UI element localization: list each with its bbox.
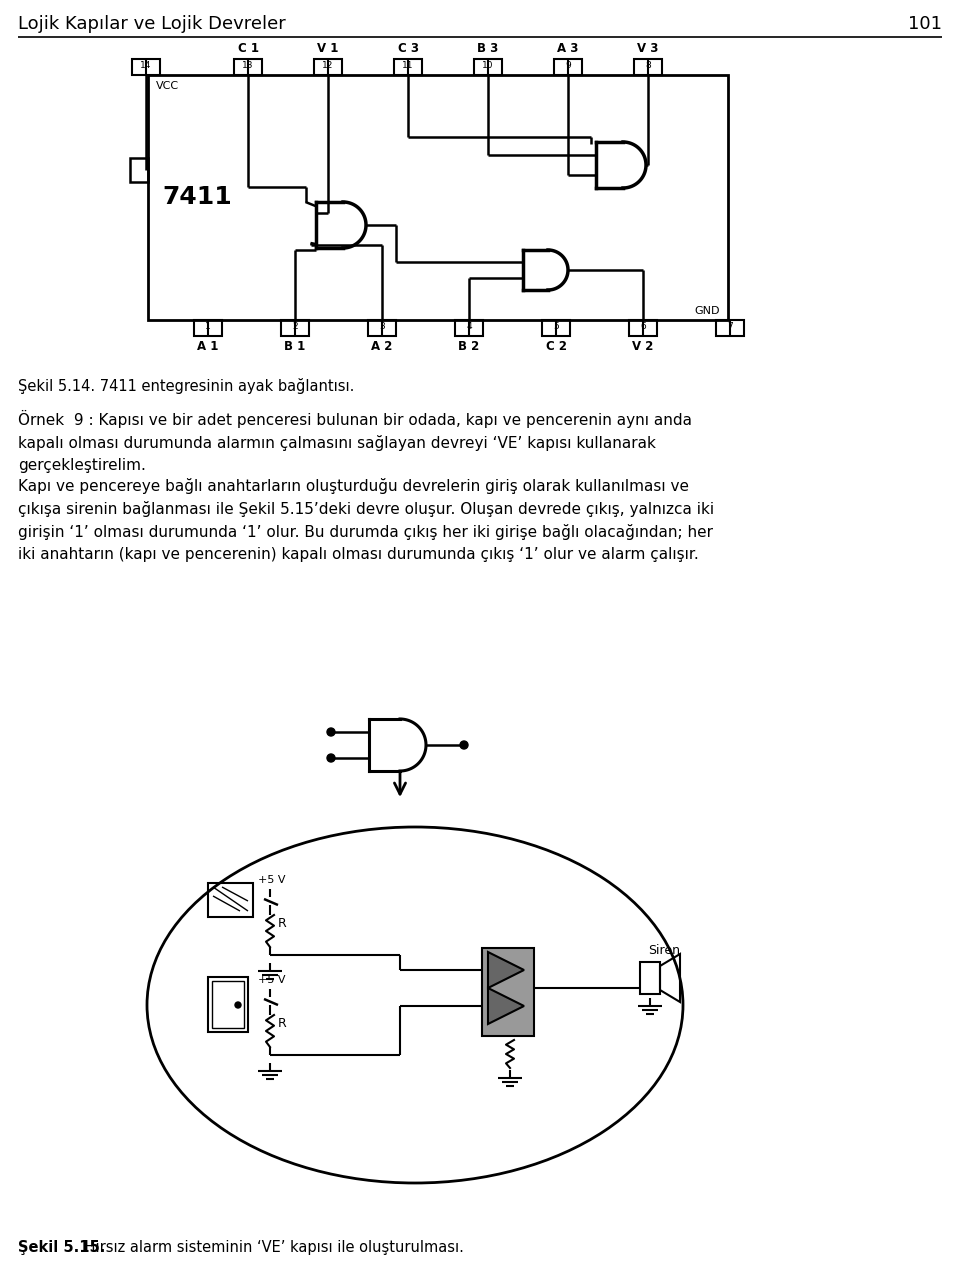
Bar	[148, 75, 728, 321]
Text: 4: 4	[467, 322, 471, 331]
Bar	[482, 948, 534, 1036]
Text: VCC: VCC	[156, 80, 180, 91]
Text: C 3: C 3	[397, 42, 419, 55]
Text: Şekil 5.14. 7411 entegresinin ayak bağlantısı.: Şekil 5.14. 7411 entegresinin ayak bağla…	[18, 378, 354, 395]
Bar	[132, 59, 160, 75]
Bar	[629, 321, 657, 336]
Bar	[394, 59, 422, 75]
Text: Şekil 5.15.: Şekil 5.15.	[18, 1240, 106, 1255]
Circle shape	[460, 741, 468, 750]
Text: 6: 6	[640, 322, 646, 331]
Text: V 3: V 3	[637, 42, 659, 55]
Circle shape	[327, 753, 335, 762]
Polygon shape	[488, 988, 524, 1024]
Text: B 1: B 1	[284, 340, 305, 352]
Bar	[634, 59, 662, 75]
Text: +5 V: +5 V	[258, 875, 285, 885]
Text: 7411: 7411	[162, 185, 231, 209]
Bar	[314, 59, 342, 75]
Bar	[368, 321, 396, 336]
Bar	[455, 321, 483, 336]
Text: R: R	[278, 917, 287, 930]
Text: Kapı ve pencereye bağlı anahtarların oluşturduğu devrelerin giriş olarak kullanı: Kapı ve pencereye bağlı anahtarların olu…	[18, 478, 714, 562]
Bar	[212, 981, 244, 1028]
Text: 9: 9	[565, 61, 571, 70]
Bar	[208, 882, 253, 917]
Text: Örnek  9 : Kapısı ve bir adet penceresi bulunan bir odada, kapı ve pencerenin ay: Örnek 9 : Kapısı ve bir adet penceresi b…	[18, 410, 692, 472]
Bar	[208, 977, 248, 1032]
Bar	[234, 59, 262, 75]
Text: 12: 12	[323, 61, 334, 70]
Text: 7: 7	[727, 322, 732, 331]
Polygon shape	[488, 951, 524, 988]
Text: 14: 14	[140, 61, 152, 70]
Text: 8: 8	[645, 61, 651, 70]
Bar	[716, 321, 744, 336]
Text: B 3: B 3	[477, 42, 498, 55]
Text: 1: 1	[205, 322, 211, 331]
Text: Siren: Siren	[648, 944, 680, 956]
Text: A 3: A 3	[558, 42, 579, 55]
Text: 5: 5	[553, 322, 559, 331]
Text: A 1: A 1	[198, 340, 219, 352]
Bar	[554, 59, 582, 75]
Bar	[194, 321, 222, 336]
Text: C 1: C 1	[237, 42, 258, 55]
Text: B 2: B 2	[458, 340, 480, 352]
Text: C 2: C 2	[545, 340, 566, 352]
Text: Hırsız alarm sisteminin ‘VE’ kapısı ile oluşturulması.: Hırsız alarm sisteminin ‘VE’ kapısı ile …	[80, 1240, 464, 1255]
Text: 101: 101	[908, 15, 942, 33]
Text: A 2: A 2	[372, 340, 393, 352]
Text: 10: 10	[482, 61, 493, 70]
Bar	[130, 158, 148, 183]
Bar	[281, 321, 309, 336]
Bar	[542, 321, 570, 336]
Text: 3: 3	[379, 322, 385, 331]
Text: R: R	[278, 1016, 287, 1031]
Circle shape	[327, 728, 335, 736]
Text: +5 V: +5 V	[258, 976, 285, 985]
Bar	[474, 59, 502, 75]
Text: 11: 11	[402, 61, 414, 70]
Bar	[640, 962, 660, 994]
Text: V 2: V 2	[633, 340, 654, 352]
Text: GND: GND	[694, 306, 719, 315]
Text: Lojik Kapılar ve Lojik Devreler: Lojik Kapılar ve Lojik Devreler	[18, 15, 286, 33]
Text: 13: 13	[242, 61, 253, 70]
Text: V 1: V 1	[318, 42, 339, 55]
Circle shape	[235, 1002, 241, 1008]
Text: 2: 2	[292, 322, 298, 331]
